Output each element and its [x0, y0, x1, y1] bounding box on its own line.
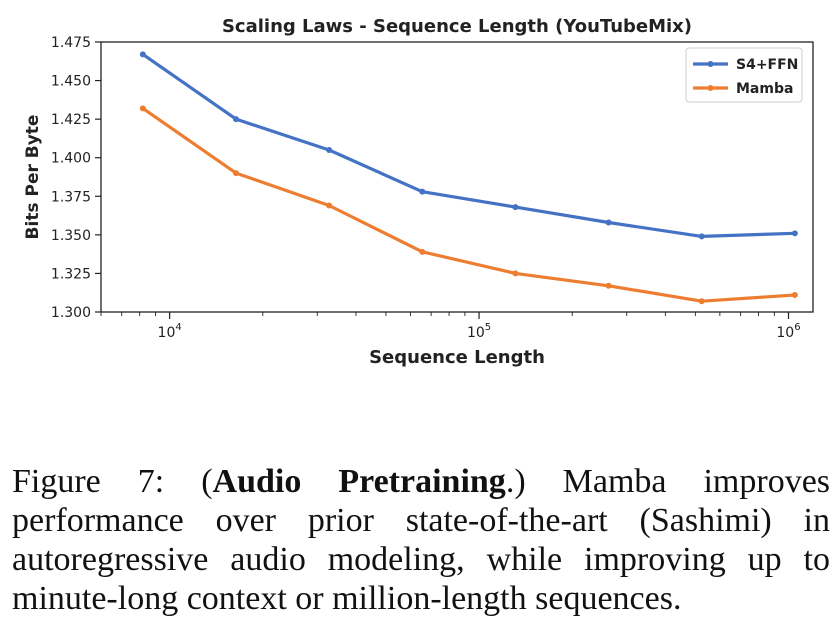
legend-marker: [707, 61, 714, 67]
data-point: [698, 298, 705, 305]
data-point: [791, 230, 798, 237]
y-tick-label: 1.475: [51, 35, 91, 51]
plot-frame: [100, 41, 814, 313]
data-point: [419, 188, 426, 195]
data-point: [698, 233, 705, 240]
legend-label: Mamba: [736, 81, 793, 97]
y-tick-label: 1.300: [51, 305, 91, 321]
y-tick-label: 1.425: [51, 112, 91, 128]
series-line: [141, 106, 796, 303]
data-point: [232, 170, 239, 177]
y-tick-label: 1.450: [51, 74, 91, 90]
y-tick-label: 1.400: [51, 151, 91, 167]
y-tick-label: 1.350: [51, 228, 91, 244]
caption-body: .) Mamba improves performance over prior…: [12, 463, 831, 617]
y-axis: 1.300 1.325 1.350 1.375 1.400 1.425 1.450 1.475: [51, 35, 101, 321]
x-tick-label: 106: [776, 322, 800, 341]
x-tick-label: 104: [158, 322, 182, 341]
chart-title: Scaling Laws - Sequence Length (YouTubeM…: [222, 16, 692, 37]
series-line: [141, 52, 795, 238]
data-point: [512, 270, 519, 277]
data-point: [512, 204, 519, 211]
caption-label: Figure 7: (: [12, 463, 213, 500]
series-mamba: [139, 105, 798, 305]
caption-bold-title: Audio Pretraining: [212, 463, 506, 500]
y-axis-label: Bits Per Byte: [23, 115, 43, 240]
data-point: [605, 219, 612, 226]
line-chart: Scaling Laws - Sequence Length (YouTubeM…: [23, 16, 814, 368]
data-point: [326, 147, 333, 153]
y-tick-label: 1.375: [51, 189, 91, 205]
figure-caption: Figure 7: (Audio Pretraining.) Mamba imp…: [12, 462, 830, 618]
data-point: [139, 105, 146, 112]
y-tick-label: 1.325: [51, 266, 91, 282]
legend: S4+FFN Mamba: [685, 47, 803, 103]
x-axis: 104 105 106: [100, 312, 801, 341]
data-point: [232, 116, 239, 123]
x-tick-label: 105: [467, 322, 491, 341]
legend-marker: [707, 85, 714, 91]
data-point: [605, 282, 612, 289]
series-layer: [139, 51, 798, 305]
data-point: [326, 202, 333, 209]
data-point: [419, 248, 426, 255]
data-point: [791, 292, 798, 299]
series-s4-ffn: [139, 51, 798, 240]
x-axis-label: Sequence Length: [369, 347, 545, 368]
data-point: [139, 51, 146, 58]
legend-label: S4+FFN: [736, 57, 798, 73]
